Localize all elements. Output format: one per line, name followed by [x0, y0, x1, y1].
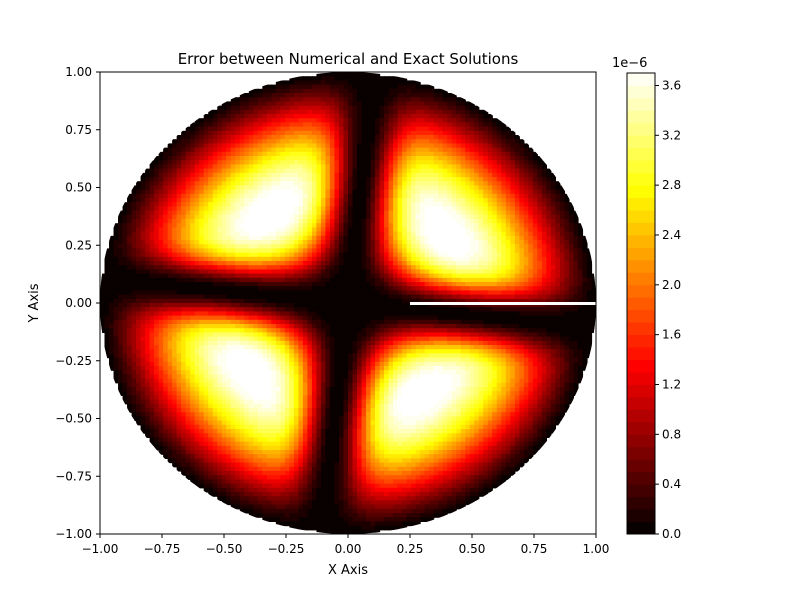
- chart-title: Error between Numerical and Exact Soluti…: [178, 50, 519, 68]
- colorbar-tick-label: 2.8: [662, 178, 681, 192]
- colorbar-tick-label: 0.0: [662, 527, 681, 541]
- colorbar-band: [627, 148, 655, 161]
- colorbar-band: [627, 322, 655, 335]
- x-tick-label: 0.50: [459, 542, 486, 556]
- colorbar-band: [627, 484, 655, 497]
- colorbar-band: [627, 135, 655, 148]
- branch-cut-gap: [410, 302, 596, 305]
- x-tick-label: 0.75: [521, 542, 548, 556]
- colorbar-band: [627, 372, 655, 385]
- y-tick-label: 1.00: [65, 65, 92, 79]
- x-tick-label: 0.00: [335, 542, 362, 556]
- heatmap-cells: [100, 72, 597, 535]
- colorbar-band: [627, 335, 655, 348]
- colorbar-band: [627, 173, 655, 186]
- y-tick-label: 0.00: [65, 296, 92, 310]
- colorbar-band: [627, 459, 655, 472]
- y-tick-label: 0.25: [65, 238, 92, 252]
- x-axis-ticks: −1.00 −0.75 −0.50 −0.25 0.00 0.25 0.50 0.75 1.00: [82, 534, 610, 556]
- colorbar-band: [627, 422, 655, 435]
- colorbar-tick-label: 3.6: [662, 78, 681, 92]
- colorbar-tick-label: 3.2: [662, 128, 681, 142]
- colorbar-band: [627, 185, 655, 198]
- colorbar-band: [627, 522, 655, 535]
- colorbar-band: [627, 85, 655, 98]
- colorbar-band: [627, 73, 655, 86]
- colorbar-band: [627, 384, 655, 397]
- colorbar-band: [627, 198, 655, 211]
- colorbar-band: [627, 160, 655, 173]
- colorbar-band: [627, 497, 655, 510]
- y-tick-label: −0.25: [55, 354, 92, 368]
- colorbar-tick-label: 2.0: [662, 278, 681, 292]
- colorbar-band: [627, 347, 655, 360]
- y-tick-label: −0.50: [55, 412, 92, 426]
- colorbar-offset-text: 1e−6: [612, 56, 647, 71]
- colorbar-tick-label: 1.6: [662, 328, 681, 342]
- x-tick-label: 1.00: [583, 542, 610, 556]
- colorbar-tick-label: 0.8: [662, 427, 681, 441]
- x-tick-label: −0.25: [268, 542, 305, 556]
- x-axis-label: X Axis: [328, 563, 368, 578]
- colorbar: 0.0 0.4 0.8 1.2 1.6 2.0 2.4 2.8 3.2 3.6: [627, 73, 681, 541]
- colorbar-band: [627, 360, 655, 373]
- colorbar-band: [627, 110, 655, 123]
- colorbar-band: [627, 397, 655, 410]
- colorbar-tick-label: 1.2: [662, 377, 681, 391]
- colorbar-band: [627, 98, 655, 111]
- colorbar-tick-label: 0.4: [662, 477, 681, 491]
- y-tick-label: −1.00: [55, 527, 92, 541]
- colorbar-band: [627, 434, 655, 447]
- colorbar-band: [627, 310, 655, 323]
- x-tick-label: 0.25: [397, 542, 424, 556]
- y-tick-label: 0.50: [65, 181, 92, 195]
- y-axis-label: Y Axis: [27, 283, 42, 323]
- colorbar-band: [627, 223, 655, 236]
- x-tick-label: −0.75: [144, 542, 181, 556]
- colorbar-band: [627, 285, 655, 298]
- colorbar-tick-label: 2.4: [662, 228, 681, 242]
- colorbar-band: [627, 123, 655, 136]
- colorbar-band: [627, 509, 655, 522]
- colorbar-band: [627, 272, 655, 285]
- colorbar-band: [627, 247, 655, 260]
- x-tick-label: −1.00: [82, 542, 119, 556]
- x-tick-label: −0.50: [206, 542, 243, 556]
- colorbar-band: [627, 235, 655, 248]
- y-axis-ticks: −1.00 −0.75 −0.50 −0.25 0.00 0.25 0.50 0.75 1.00: [55, 65, 100, 541]
- colorbar-band: [627, 260, 655, 273]
- y-tick-label: −0.75: [55, 469, 92, 483]
- colorbar-band: [627, 210, 655, 223]
- colorbar-band: [627, 297, 655, 310]
- colorbar-band: [627, 409, 655, 422]
- colorbar-band: [627, 472, 655, 485]
- colorbar-band: [627, 447, 655, 460]
- heatmap-layer: [100, 72, 597, 535]
- y-tick-label: 0.75: [65, 123, 92, 137]
